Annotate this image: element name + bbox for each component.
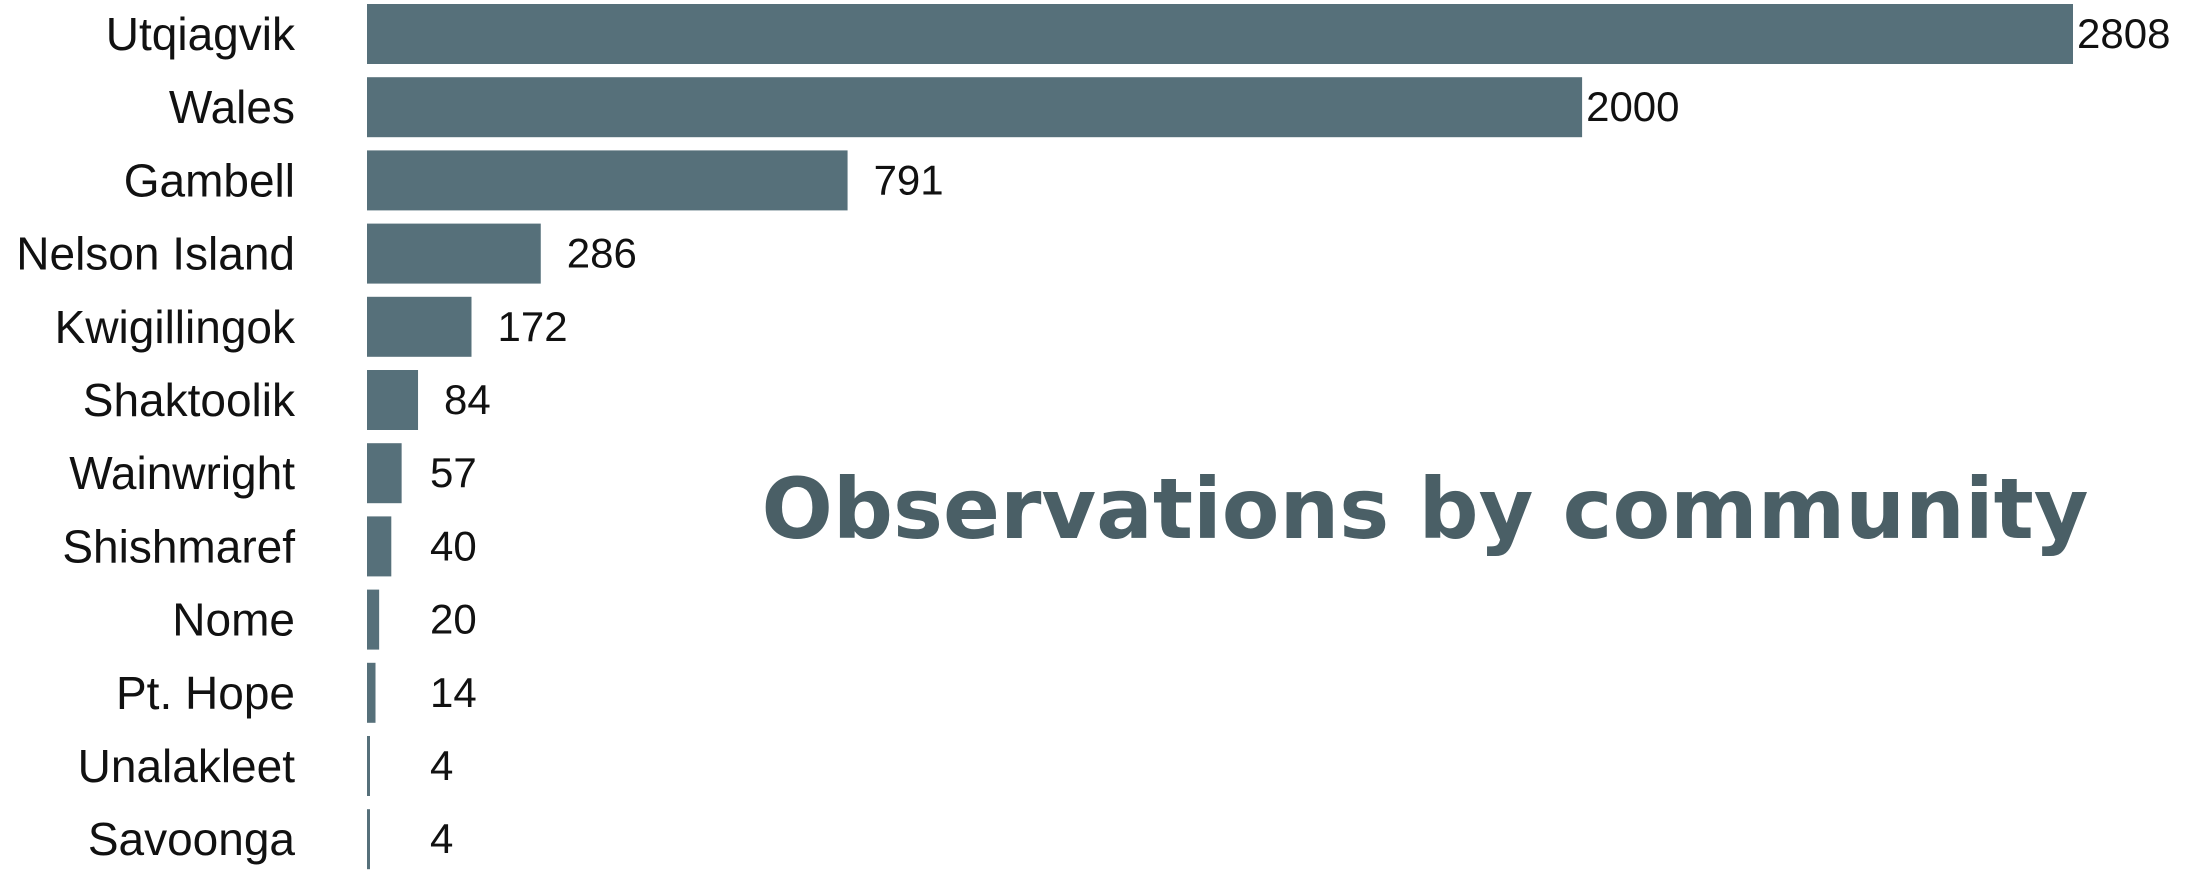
bar: [367, 589, 380, 650]
bars: [367, 4, 2073, 870]
value-label: 791: [874, 156, 944, 203]
value-label: 57: [430, 449, 477, 496]
bar: [367, 516, 392, 577]
category-labels: Utqiagvik Wales Gambell Nelson Island Kwigil…: [16, 8, 296, 865]
category-label: Savoonga: [88, 813, 296, 865]
value-label: 4: [430, 815, 453, 862]
category-label: Unalakleet: [78, 740, 296, 792]
bar: [367, 736, 370, 796]
value-label: 172: [497, 303, 567, 350]
bar: [367, 809, 370, 870]
bar: [367, 370, 419, 430]
category-label: Nelson Island: [16, 228, 295, 280]
value-label: 2000: [1586, 83, 1679, 130]
value-label: 40: [430, 522, 477, 569]
category-label: Wales: [169, 81, 295, 133]
category-label: Shishmaref: [62, 520, 295, 572]
value-label: 286: [567, 230, 637, 277]
category-label: Wainwright: [69, 447, 295, 499]
bar: [367, 662, 376, 723]
value-label: 14: [430, 669, 477, 716]
category-label: Pt. Hope: [116, 667, 295, 719]
value-label: 20: [430, 596, 477, 643]
value-label: 2808: [2077, 10, 2170, 57]
bar: [367, 443, 402, 504]
bar: [367, 150, 848, 211]
value-label: 84: [444, 376, 491, 423]
category-label: Gambell: [124, 154, 295, 206]
chart-title: Observations by community: [761, 460, 2088, 558]
bar: [367, 77, 1583, 138]
bar: [367, 4, 2073, 64]
value-label: 4: [430, 742, 453, 789]
category-label: Kwigillingok: [55, 301, 296, 353]
category-label: Shaktoolik: [83, 374, 296, 426]
bar: [367, 296, 472, 357]
category-label: Utqiagvik: [106, 8, 296, 60]
bar: [367, 223, 541, 284]
category-label: Nome: [172, 594, 295, 646]
